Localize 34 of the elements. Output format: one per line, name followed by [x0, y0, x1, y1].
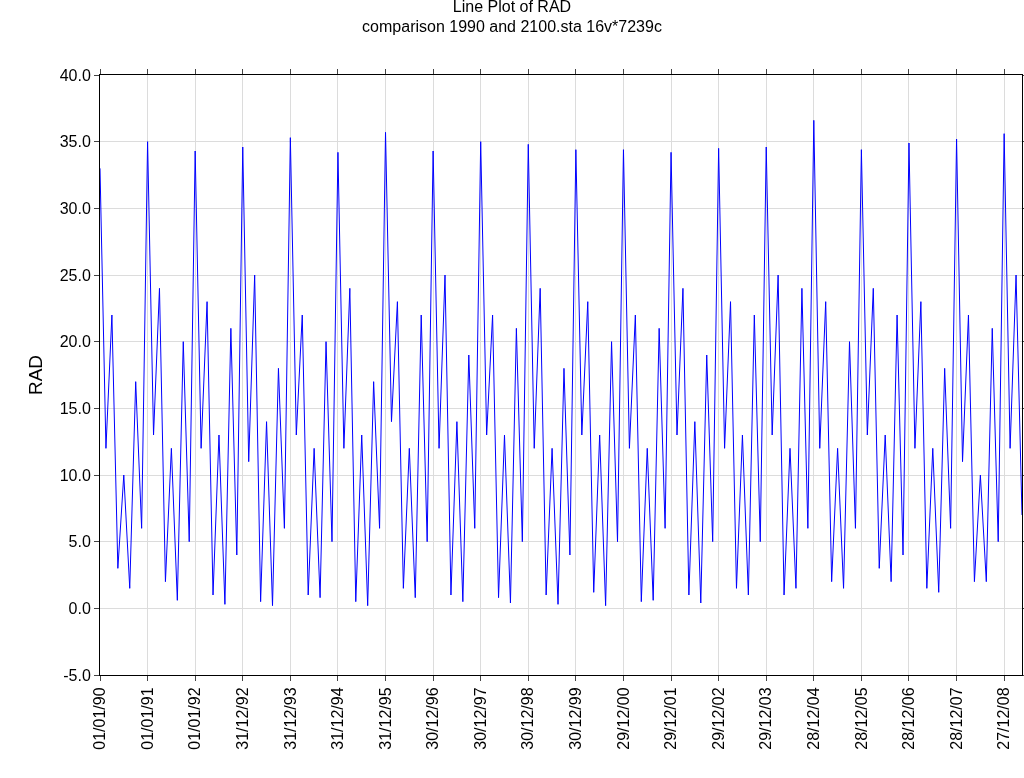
y-tick-label: 10.0	[59, 466, 91, 484]
x-tick-label: 30/12/97	[471, 687, 489, 750]
x-tick-label: 28/12/04	[805, 687, 823, 750]
x-tick-label: 28/12/05	[852, 687, 870, 750]
y-tick-label: 30.0	[59, 199, 91, 217]
x-tick-label: 29/12/02	[709, 687, 727, 750]
y-tick-label: 25.0	[59, 266, 91, 284]
x-tick-label: 31/12/95	[376, 687, 394, 750]
y-tick-label: 5.0	[68, 533, 91, 551]
x-tick-label: 30/12/96	[424, 687, 442, 750]
x-tick-label: 01/01/91	[138, 687, 156, 750]
x-tick-label: 29/12/01	[662, 687, 680, 750]
chart-title: Line Plot of RAD	[452, 0, 572, 15]
y-tick-label: 20.0	[59, 333, 91, 351]
x-tick-label: 29/12/00	[614, 687, 632, 750]
x-tick-label: 31/12/93	[281, 687, 299, 750]
x-tick-label: 30/12/99	[567, 687, 585, 750]
y-tick-label: 15.0	[59, 399, 91, 417]
y-tick-label: 0.0	[68, 599, 91, 617]
x-tick-label: 28/12/07	[947, 687, 965, 750]
y-tick-label: 40.0	[59, 66, 91, 84]
x-tick-label: 01/01/90	[91, 687, 109, 750]
x-tick-label: 30/12/98	[519, 687, 537, 750]
x-tick-label: 29/12/03	[757, 687, 775, 750]
y-tick-label: 35.0	[59, 133, 91, 151]
y-axis-title: RAD	[24, 354, 46, 396]
x-tick-label: 01/01/92	[186, 687, 204, 750]
x-tick-label: 28/12/06	[900, 687, 918, 750]
y-tick-label: -5.0	[63, 666, 91, 684]
line-series	[100, 119, 1022, 607]
x-tick-label: 27/12/08	[995, 687, 1013, 750]
x-tick-label: 31/12/92	[233, 687, 251, 750]
chart-subtitle: comparison 1990 and 2100.sta 16v*7239c	[362, 18, 662, 36]
x-tick-label: 31/12/94	[329, 687, 347, 750]
